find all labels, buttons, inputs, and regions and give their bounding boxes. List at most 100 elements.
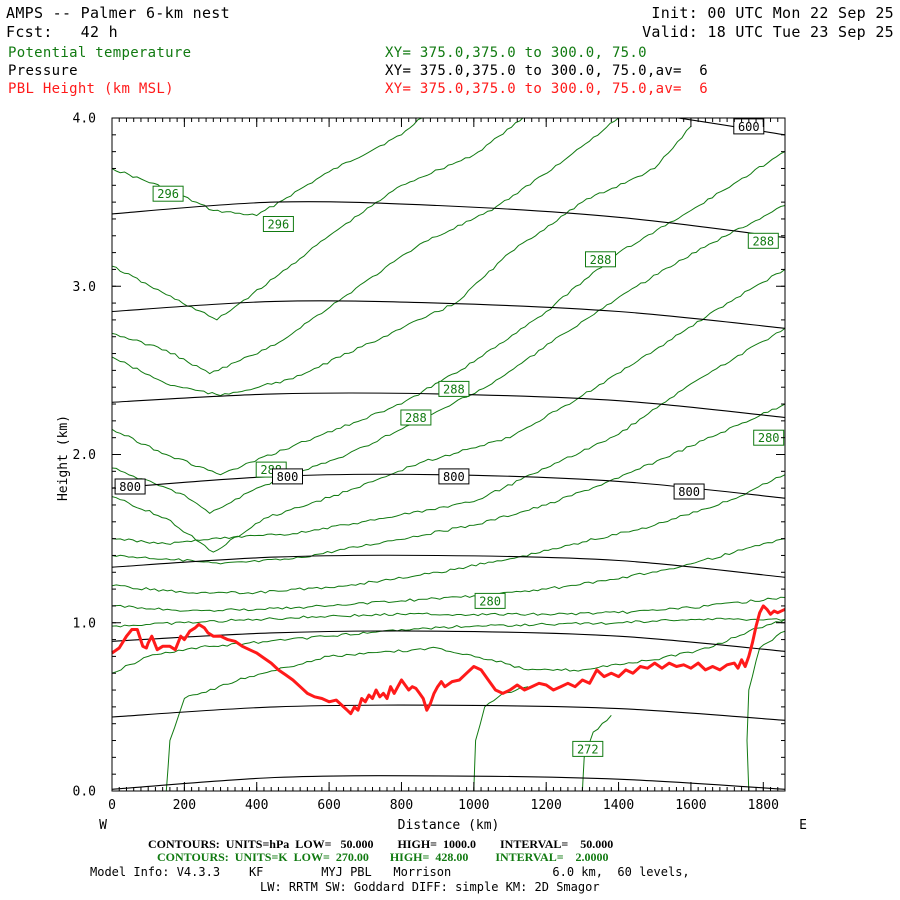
pressure-contour-7 — [112, 704, 785, 721]
theta-contour-288 — [112, 151, 785, 476]
theta-label-9-text: 272 — [577, 742, 599, 756]
pressure-label-2: 800 — [272, 468, 303, 485]
x-tick-label: 0 — [108, 798, 116, 813]
theta-label-0: 296 — [152, 185, 184, 202]
y-tick-label: 0.0 — [73, 785, 96, 800]
pressure-label-2-text: 800 — [277, 470, 299, 484]
theta-label-3-text: 288 — [752, 234, 774, 248]
theta-label-4-text: 288 — [443, 382, 465, 396]
theta-label-0-box — [152, 185, 184, 202]
y-axis-label: Height (km) — [56, 415, 71, 501]
theta-label-9-box — [572, 740, 604, 757]
theta-label-8-box — [474, 592, 506, 609]
theta-contour-272 — [746, 630, 785, 791]
y-tick-label: 2.0 — [73, 448, 96, 463]
theta-label-5-box — [400, 409, 432, 426]
pressure-label-3-text: 800 — [443, 470, 465, 484]
x-tick-label: 800 — [390, 798, 413, 813]
field-xy-pbl: XY= 375.0,375.0 to 300.0, 75.0,av= 6 — [385, 81, 708, 97]
theta-label-8-text: 280 — [479, 594, 501, 608]
footer-model-info: Model Info: V4.3.3 KF MYJ PBL Morrison 6… — [90, 865, 690, 879]
theta-label-1: 296 — [262, 216, 294, 232]
pressure-contour-group — [112, 118, 785, 790]
theta-label-5: 288 — [400, 409, 432, 426]
pressure-contour-3 — [112, 392, 785, 419]
pressure-label-2-box — [272, 468, 303, 485]
footer-pressure-contours: CONTOURS: UNITS=hPa LOW= 50.000 HIGH= 10… — [148, 837, 614, 851]
theta-contour-270 — [473, 686, 529, 791]
x-tick-label: 1400 — [603, 798, 634, 813]
theta-label-2-box — [585, 251, 616, 268]
pressure-label-1-box — [114, 478, 146, 495]
forecast-hour: Fcst: 42 h — [6, 23, 118, 41]
theta-contour-270 — [165, 618, 785, 791]
x-tick-label: 1000 — [458, 798, 489, 813]
pressure-label-1: 800 — [114, 478, 146, 495]
theta-contour-294 — [112, 118, 524, 321]
y-tick-label: 1.0 — [73, 616, 96, 631]
x-tick-label: 600 — [317, 798, 340, 813]
theta-label-3-box — [747, 232, 779, 249]
x-tick-label: 400 — [245, 798, 268, 813]
pressure-label-4-box — [673, 483, 705, 500]
theta-contour-276 — [112, 538, 785, 612]
pressure-label-0: 600 — [733, 118, 765, 135]
x-axis-label: Distance (km) — [398, 818, 500, 833]
pressure-label-0-text: 600 — [738, 120, 760, 134]
pressure-label-4-text: 800 — [678, 485, 700, 499]
pressure-label-1-text: 800 — [119, 480, 141, 494]
theta-contour-278 — [112, 474, 785, 595]
theta-contour-272 — [112, 617, 785, 674]
field-xy-pressure: XY= 375.0,375.0 to 300.0, 75.0,av= 6 — [385, 63, 708, 79]
theta-contour-292 — [112, 118, 619, 375]
theta-label-1-box — [262, 216, 294, 232]
pressure-contour-5 — [112, 554, 785, 578]
theta-label-4: 288 — [438, 380, 470, 397]
theta-label-2: 288 — [585, 251, 616, 268]
theta-contour-290 — [112, 126, 692, 397]
axes-group: 0.0 1.0 2.0 3.0 4.0 0 200 400 600 800 1000 1200 1400… — [73, 112, 786, 813]
pressure-label-4: 800 — [673, 483, 705, 500]
init-time: Init: 00 UTC Mon 22 Sep 25 — [651, 4, 894, 22]
theta-label-0-text: 296 — [157, 187, 179, 201]
y-tick-label: 3.0 — [73, 280, 96, 295]
theta-label-7-text: 280 — [758, 431, 780, 445]
theta-label-2-text: 288 — [590, 253, 612, 267]
field-name-pressure: Pressure — [8, 63, 78, 79]
theta-label-1-text: 296 — [268, 218, 290, 232]
plot-frame — [111, 117, 786, 792]
pressure-contour-8 — [112, 775, 785, 790]
theta-contour-286 — [112, 205, 785, 515]
theta-contour-282 — [112, 327, 785, 545]
theta-label-7: 280 — [753, 429, 785, 446]
theta-label-4-box — [438, 380, 470, 397]
valid-time: Valid: 18 UTC Tue 23 Sep 25 — [642, 23, 894, 41]
field-name-theta: Potential temperature — [8, 45, 192, 61]
pressure-contour-0 — [674, 118, 785, 136]
x-tick-label: 1600 — [675, 798, 706, 813]
field-xy-theta: XY= 375.0,375.0 to 300.0, 75.0 — [385, 45, 647, 61]
west-label: W — [99, 818, 107, 833]
theta-contour-group — [112, 118, 785, 791]
footer-theta-contours: CONTOURS: UNITS=K LOW= 270.00 HIGH= 428.… — [157, 850, 609, 864]
footer-physics: LW: RRTM SW: Goddard DIFF: simple KM: 2D… — [260, 880, 600, 894]
theta-contour-280 — [112, 403, 785, 565]
east-label: E — [799, 818, 807, 833]
theta-label-9: 272 — [572, 740, 604, 757]
theta-contour-272 — [581, 714, 612, 791]
pressure-contour-6 — [112, 630, 785, 652]
pressure-contour-1 — [112, 201, 785, 239]
theta-contour-284 — [112, 269, 785, 553]
theta-label-8: 280 — [474, 592, 506, 609]
y-tick-label: 4.0 — [73, 112, 96, 127]
theta-contour-274 — [112, 596, 785, 628]
pbl-height-line — [111, 604, 786, 716]
theta-label-5-text: 288 — [405, 411, 427, 425]
x-tick-label: 1200 — [531, 798, 562, 813]
field-name-pbl: PBL Height (km MSL) — [8, 81, 174, 97]
pressure-label-3: 800 — [438, 468, 470, 485]
x-tick-label: 1800 — [748, 798, 779, 813]
pressure-label-3-box — [438, 468, 470, 485]
pbl-height-group — [111, 604, 786, 716]
